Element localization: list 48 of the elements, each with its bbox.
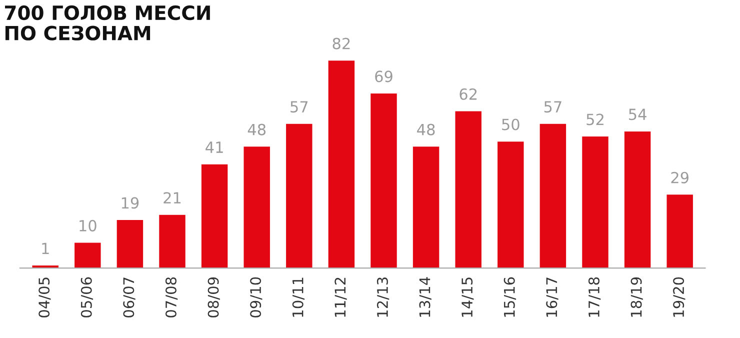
bar xyxy=(159,214,186,268)
bar xyxy=(666,194,693,268)
x-tick-label: 10/11 xyxy=(292,278,305,317)
data-label: 1 xyxy=(42,242,49,254)
x-tick-label: 06/07 xyxy=(123,278,136,318)
bar xyxy=(201,164,228,268)
x-tick-label: 08/09 xyxy=(208,277,220,318)
x-tick-label: 19/20 xyxy=(673,277,686,317)
data-label: 57 xyxy=(544,101,562,113)
data-label: 19 xyxy=(122,197,139,209)
x-tick-label: 07/08 xyxy=(165,277,178,318)
data-label: 50 xyxy=(502,118,520,130)
bar xyxy=(286,124,312,268)
bar xyxy=(582,136,608,268)
data-label: 69 xyxy=(375,70,392,82)
bar xyxy=(455,111,482,268)
data-label: 52 xyxy=(586,114,604,126)
bar xyxy=(498,142,524,268)
data-label: 57 xyxy=(290,101,308,113)
x-tick-label: 04/05 xyxy=(38,278,51,318)
x-tick-label: 13/14 xyxy=(419,277,432,317)
x-tick-label: 11/12 xyxy=(334,278,347,317)
bar xyxy=(370,94,397,268)
data-label: 48 xyxy=(248,124,266,136)
data-label: 48 xyxy=(417,124,435,136)
bar xyxy=(74,242,101,268)
x-tick-label: 09/10 xyxy=(250,277,262,318)
data-label: 21 xyxy=(164,192,181,204)
data-label: 10 xyxy=(80,220,96,232)
bar xyxy=(328,60,355,268)
data-label: 62 xyxy=(460,88,477,100)
x-tick-label: 14/15 xyxy=(462,278,474,317)
bar xyxy=(116,220,144,268)
x-tick-label: 16/17 xyxy=(546,278,558,317)
bar xyxy=(244,146,270,268)
x-tick-label: 15/16 xyxy=(504,277,516,317)
bar xyxy=(540,124,566,268)
data-label: 29 xyxy=(671,172,688,184)
x-tick-label: 05/06 xyxy=(80,277,94,318)
x-tick-label: 18/19 xyxy=(630,277,643,317)
data-label: 41 xyxy=(206,142,223,153)
chart-title: 700 ГОЛОВ МЕССИ ПО СЕЗОНАМ xyxy=(5,5,210,40)
bar xyxy=(624,131,651,268)
bar xyxy=(412,146,440,268)
data-label: 82 xyxy=(332,38,350,50)
x-tick-label: 12/13 xyxy=(376,278,390,317)
data-label: 54 xyxy=(629,108,646,120)
x-tick-label: 17/18 xyxy=(588,277,601,317)
